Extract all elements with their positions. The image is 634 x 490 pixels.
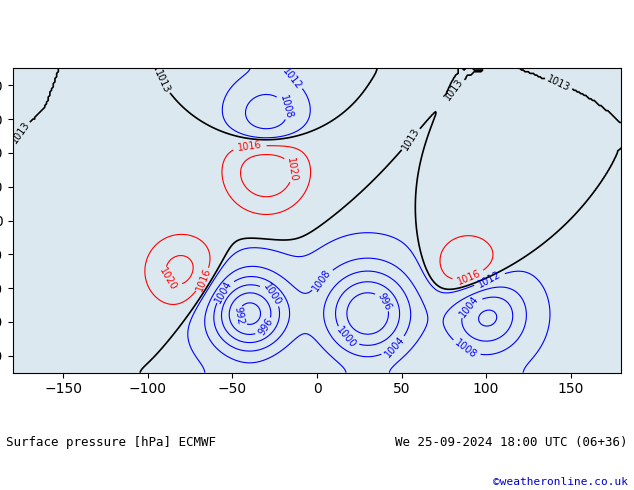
- Text: 996: 996: [376, 291, 393, 312]
- Text: 1004: 1004: [213, 278, 234, 305]
- Text: 996: 996: [257, 317, 275, 338]
- Text: 1004: 1004: [457, 294, 481, 319]
- Text: 992: 992: [233, 306, 245, 326]
- Text: 1013: 1013: [545, 74, 572, 93]
- Text: 1013: 1013: [400, 126, 422, 152]
- Text: 1020: 1020: [158, 266, 179, 292]
- Text: Surface pressure [hPa] ECMWF: Surface pressure [hPa] ECMWF: [6, 436, 216, 449]
- Text: 1012: 1012: [476, 269, 503, 290]
- Text: 1020: 1020: [285, 157, 299, 183]
- Text: 1013: 1013: [153, 69, 172, 95]
- Text: 1013: 1013: [10, 120, 32, 146]
- Text: 1013: 1013: [443, 77, 465, 102]
- Text: We 25-09-2024 18:00 UTC (06+36): We 25-09-2024 18:00 UTC (06+36): [395, 436, 628, 449]
- Text: 1004: 1004: [383, 334, 406, 359]
- Text: 1008: 1008: [311, 267, 333, 293]
- Text: 1016: 1016: [236, 140, 262, 153]
- Text: 1008: 1008: [452, 338, 478, 360]
- Text: 1008: 1008: [278, 94, 294, 121]
- Text: 1016: 1016: [195, 267, 212, 293]
- Text: 1000: 1000: [261, 282, 283, 308]
- Text: 1012: 1012: [281, 66, 304, 91]
- Text: 1000: 1000: [335, 324, 358, 350]
- Text: 1016: 1016: [456, 268, 482, 287]
- Text: ©weatheronline.co.uk: ©weatheronline.co.uk: [493, 477, 628, 487]
